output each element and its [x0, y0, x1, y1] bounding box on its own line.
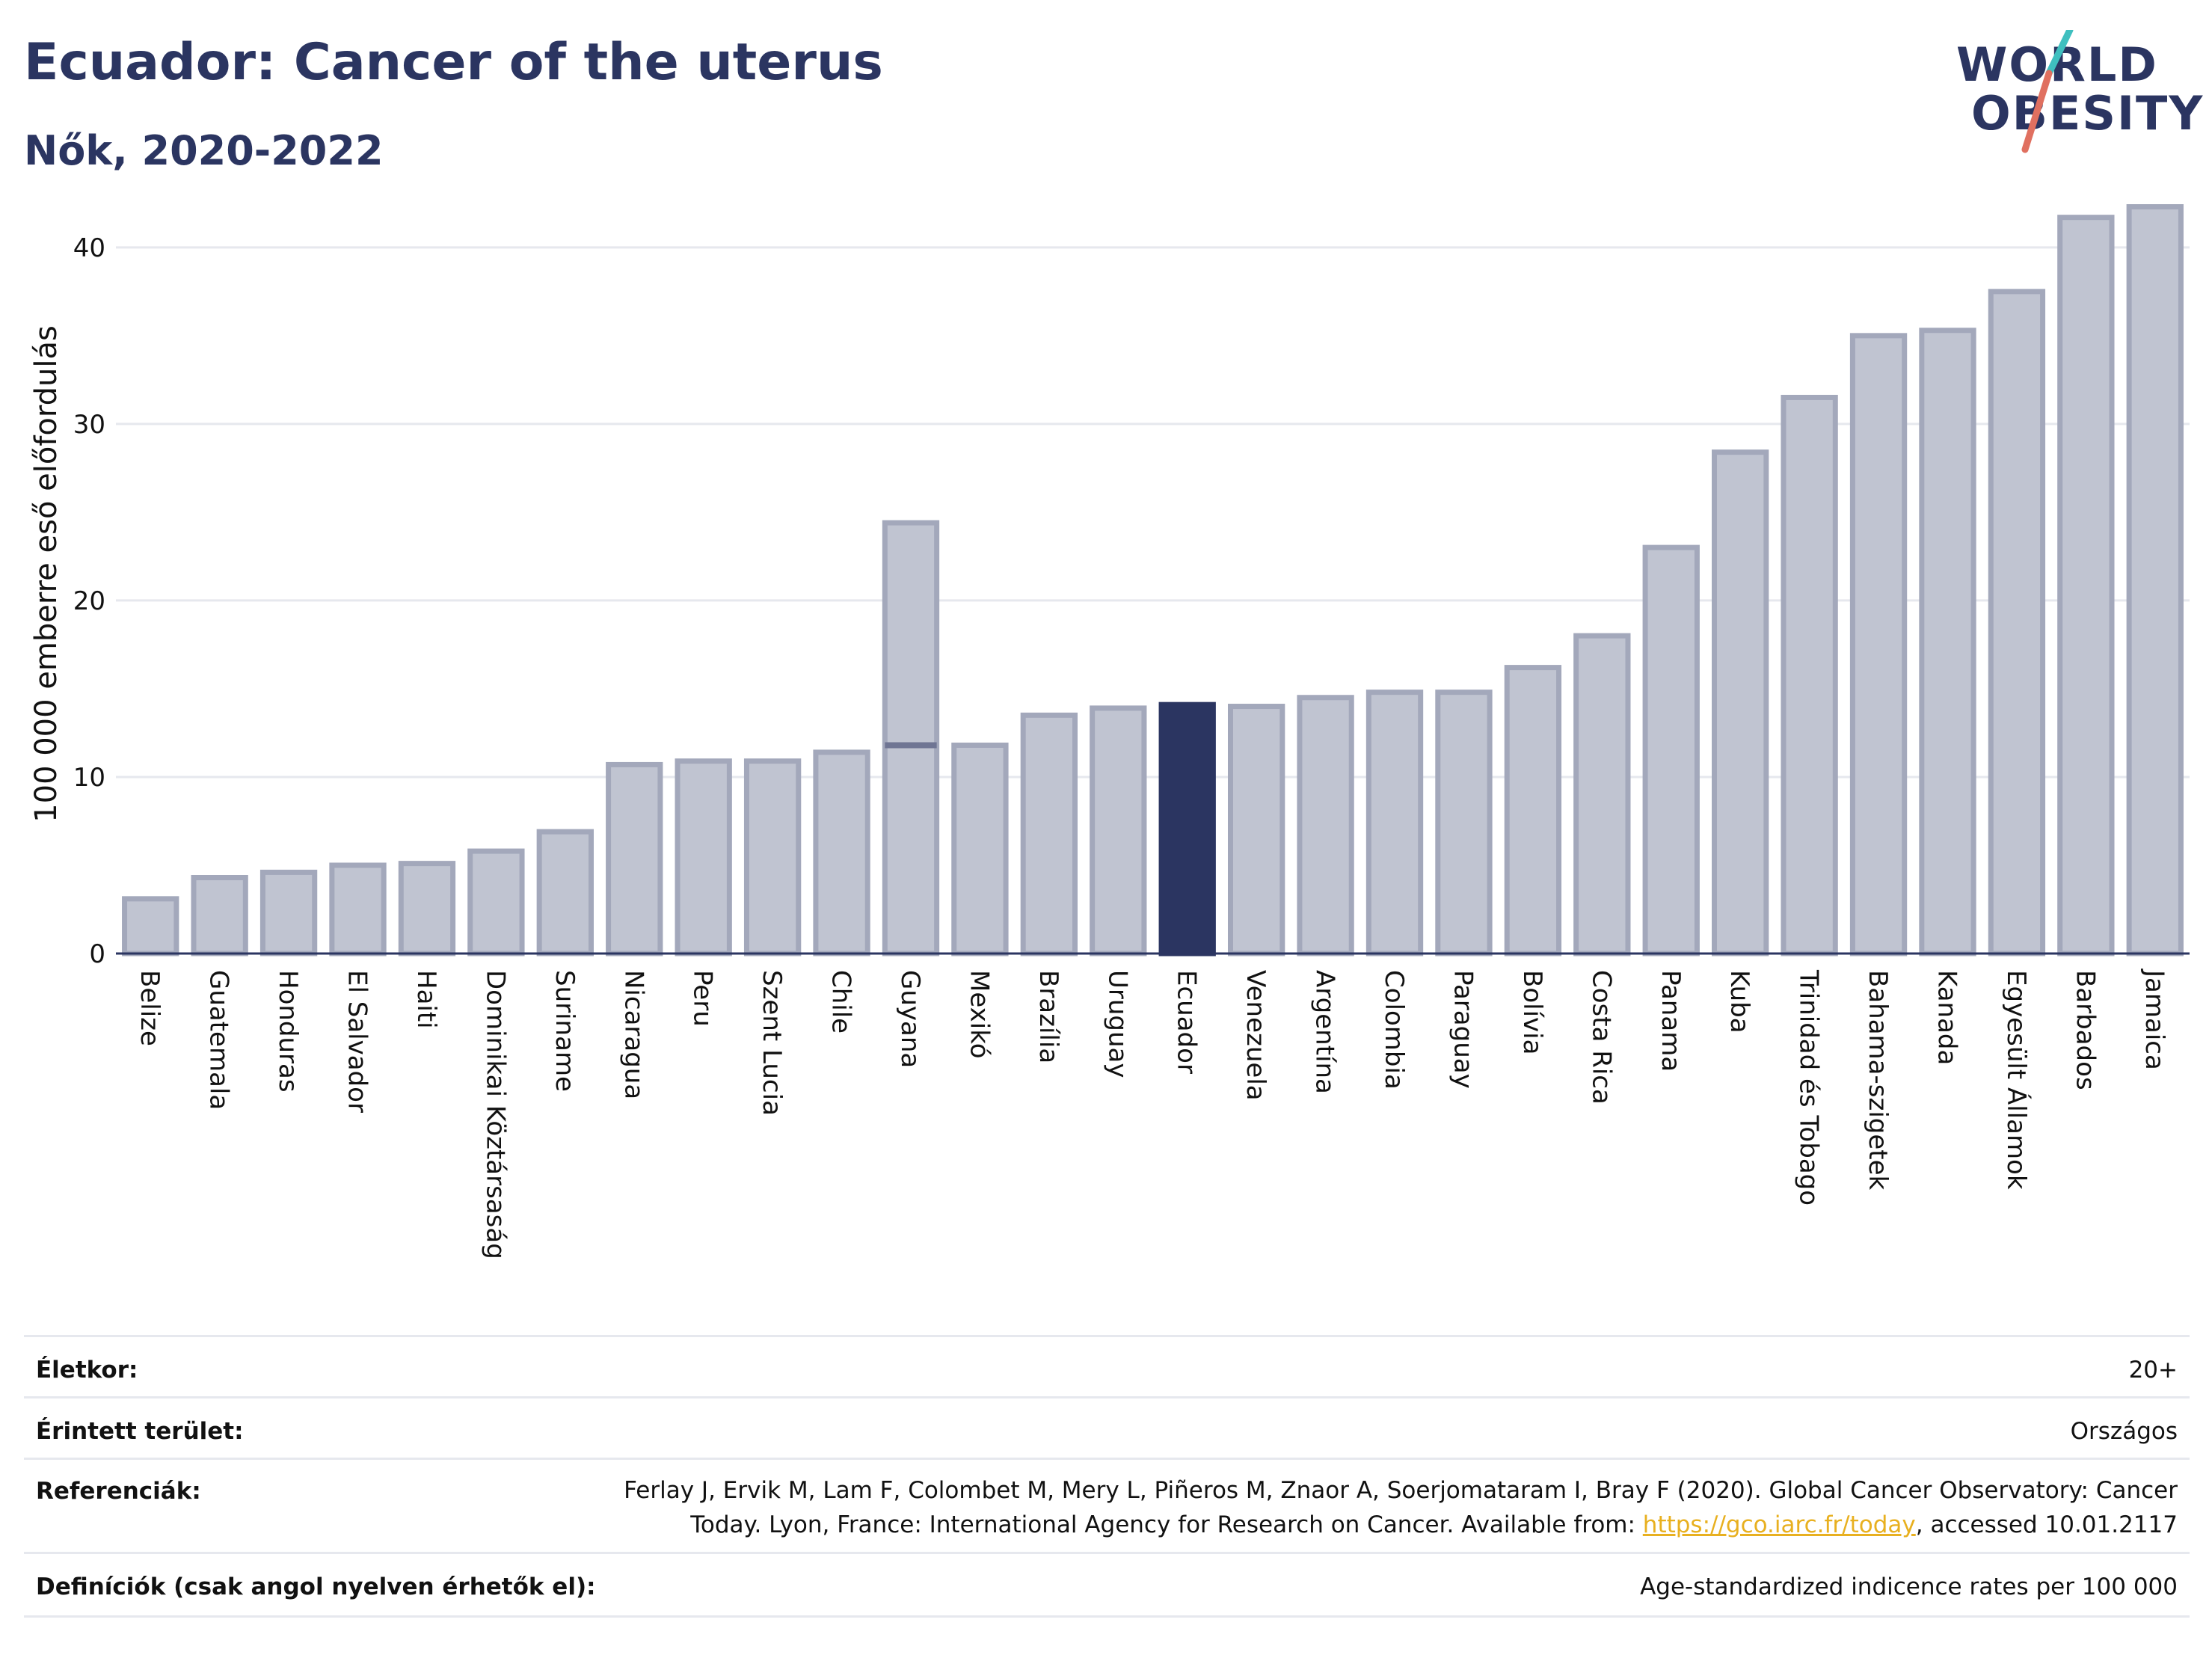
x-tick-label: Egyesült Államok — [2001, 970, 2032, 1190]
x-tick-label: Brazília — [1033, 970, 1063, 1063]
area-value: Országos — [2070, 1418, 2178, 1445]
bar-belize — [122, 896, 179, 957]
bar-bahama-szigetek — [1849, 333, 1908, 957]
x-tick-label: Haiti — [411, 970, 441, 1029]
bar-jamaica — [2126, 204, 2184, 957]
chart-subtitle: Nők, 2020-2022 — [24, 127, 384, 174]
metadata-table: Életkor: 20+ Érintett terület: Országos … — [24, 1335, 2190, 1634]
bar-uruguay — [1090, 705, 1147, 957]
x-tick-label: Kuba — [1724, 970, 1754, 1034]
y-axis-label: 100 000 emberre eső előfordulás — [29, 325, 64, 823]
x-tick-label: Nicaragua — [618, 970, 648, 1099]
bar-el-salvador — [329, 862, 387, 957]
bar-braz-lia — [1020, 712, 1078, 957]
bar-honduras — [259, 869, 318, 957]
bar-barbados — [2057, 215, 2115, 957]
age-value: 20+ — [2128, 1357, 2178, 1384]
bar-kuba — [1712, 449, 1769, 957]
bar-haiti — [398, 861, 456, 957]
reference-line-1: Ferlay J, Ervik M, Lam F, Colombet M, Me… — [624, 1477, 2178, 1504]
x-tick-label: Guyana — [895, 970, 925, 1068]
meta-row-references: Referenciák: Ferlay J, Ervik M, Lam F, C… — [24, 1458, 2190, 1554]
references-value: Ferlay J, Ervik M, Lam F, Colombet M, Me… — [624, 1473, 2178, 1542]
logo-line-2: OBESITY — [1971, 86, 2205, 141]
x-tick-label: Suriname — [550, 970, 580, 1092]
bar-kanada — [1919, 328, 1976, 957]
bar-nicaragua — [606, 761, 663, 957]
x-tick-label: Kanada — [1932, 970, 1961, 1065]
references-label: Referenciák: — [36, 1478, 201, 1505]
bar-panama — [1642, 544, 1700, 957]
bar-colombia — [1365, 690, 1424, 957]
x-tick-label: Bahama-szigetek — [1863, 970, 1893, 1191]
meta-row-age: Életkor: 20+ — [24, 1335, 2190, 1398]
bar-mexik- — [951, 742, 1009, 957]
x-tick-label: Jamaica — [2139, 968, 2169, 1070]
x-tick-label: Ecuador — [1172, 970, 1202, 1074]
x-tick-label: Uruguay — [1102, 970, 1132, 1078]
x-tick-label: Peru — [688, 970, 718, 1027]
x-tick-label: Costa Rica — [1586, 970, 1616, 1105]
definitions-label: Definíciók (csak angol nyelven érhetők e… — [36, 1573, 596, 1600]
x-tick-label: El Salvador — [342, 970, 372, 1113]
y-tick-label: 10 — [73, 763, 105, 793]
y-tick-label: 20 — [73, 586, 105, 616]
x-tick-label: Bolívia — [1517, 970, 1547, 1054]
bar-argent-na — [1297, 695, 1354, 957]
meta-row-area: Érintett terület: Országos — [24, 1396, 2190, 1460]
chart-title: Ecuador: Cancer of the uterus — [24, 33, 883, 92]
x-tick-label: Honduras — [273, 970, 303, 1093]
x-tick-label: Argentína — [1310, 970, 1340, 1094]
reference-accessed: , accessed 10.01.2117 — [1915, 1511, 2178, 1538]
x-tick-label: Panama — [1656, 970, 1686, 1072]
x-tick-label: Trinidad és Tobago — [1794, 969, 1824, 1206]
y-tick-label: 30 — [73, 410, 105, 440]
x-tick-label: Barbados — [2070, 970, 2100, 1090]
bar-bol-via — [1504, 665, 1562, 957]
reference-link[interactable]: https://gco.iarc.fr/today — [1642, 1511, 1916, 1538]
bar-guatemala — [191, 875, 248, 957]
area-label: Érintett terület: — [36, 1418, 244, 1445]
bar-suriname — [536, 829, 594, 957]
x-tick-label: Colombia — [1379, 970, 1409, 1090]
x-tick-label: Chile — [826, 970, 856, 1034]
bar-chart: 0 10 20 30 40 100 000 emberre eső előfordulás… — [29, 204, 2190, 1259]
reference-line-2-text: Today. Lyon, France: International Agenc… — [690, 1511, 1643, 1538]
bar-venezuela — [1227, 704, 1285, 957]
reference-line-2: Today. Lyon, France: International Agenc… — [624, 1508, 2178, 1542]
meta-row-definitions: Definíciók (csak angol nyelven érhetők e… — [24, 1552, 2190, 1618]
age-label: Életkor: — [36, 1357, 138, 1384]
bar-trinidad-s-tobago — [1781, 394, 1838, 957]
bar-paraguay — [1435, 690, 1493, 957]
x-tick-label: Venezuela — [1241, 970, 1271, 1101]
bar-egyes-lt-llamok — [1988, 289, 2046, 957]
world-obesity-logo: WORLD OBESITY — [1944, 30, 2202, 165]
bar-costa-rica — [1573, 633, 1631, 957]
bar-szent-lucia — [743, 758, 802, 957]
x-tick-label: Guatemala — [204, 970, 234, 1110]
x-tick-label: Mexikó — [964, 970, 994, 1059]
bar-dominikai-k-zt-rsas-g — [467, 848, 525, 957]
x-tick-label: Belize — [135, 970, 165, 1046]
x-tick-label: Paraguay — [1448, 970, 1478, 1089]
bar-chile — [813, 749, 870, 957]
bar-peru — [675, 758, 732, 957]
y-tick-label: 40 — [73, 233, 105, 263]
definitions-value: Age-standardized indicence rates per 100… — [1640, 1573, 2178, 1600]
logo-slash-icon — [2021, 30, 2074, 153]
bar-guyana — [882, 520, 940, 957]
x-tick-label: Dominikai Köztársaság — [480, 970, 510, 1259]
x-tick-label: Szent Lucia — [757, 970, 787, 1116]
bar-ecuador — [1158, 701, 1216, 957]
y-tick-label: 0 — [89, 939, 105, 969]
